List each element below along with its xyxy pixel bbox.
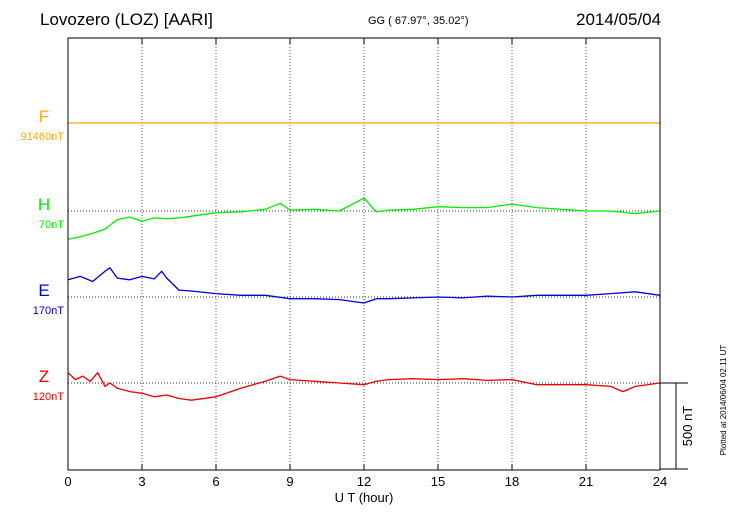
station-coordinates: GG ( 67.97°, 35.02°) xyxy=(368,15,469,27)
channel-name-z: Z xyxy=(39,367,49,386)
x-tick-label: 9 xyxy=(286,474,293,489)
x-tick-label: 6 xyxy=(212,474,219,489)
series-line-h xyxy=(67,197,661,241)
x-tick-label: 15 xyxy=(431,474,445,489)
x-tick-label: 21 xyxy=(579,474,593,489)
chart-date: 2014/05/04 xyxy=(576,10,662,29)
x-axis-label: U T (hour) xyxy=(335,490,394,505)
series-line-z xyxy=(67,372,661,401)
plotted-note: Plotted at 2014/06/04 02:11 UT xyxy=(719,345,728,456)
scale-bar-label: 500 nT xyxy=(680,406,695,447)
channel-name-f: F xyxy=(39,107,49,126)
grid-layer xyxy=(141,38,587,470)
channel-labels: F 91460nT H 70nT E 170nT Z 120nT xyxy=(21,107,65,403)
x-tick-label: 3 xyxy=(138,474,145,489)
x-tick-label: 0 xyxy=(64,474,71,489)
x-axis-ticks: 0 3 6 9 12 15 18 21 24 xyxy=(64,38,667,489)
channel-name-h: H xyxy=(38,195,50,214)
channel-baseline-z: 120nT xyxy=(33,391,64,403)
x-tick-label: 12 xyxy=(357,474,371,489)
channel-baseline-f: 91460nT xyxy=(21,131,65,143)
channel-baseline-e: 170nT xyxy=(33,305,64,317)
series-layer xyxy=(67,122,661,401)
x-tick-label: 18 xyxy=(505,474,519,489)
series-line-e xyxy=(67,267,661,304)
chart-title: Lovozero (LOZ) [AARI] xyxy=(40,10,213,29)
scale-bar: 500 nT xyxy=(660,382,695,470)
channel-baseline-h: 70nT xyxy=(39,219,64,231)
x-tick-label: 24 xyxy=(653,474,667,489)
channel-name-e: E xyxy=(38,281,49,300)
